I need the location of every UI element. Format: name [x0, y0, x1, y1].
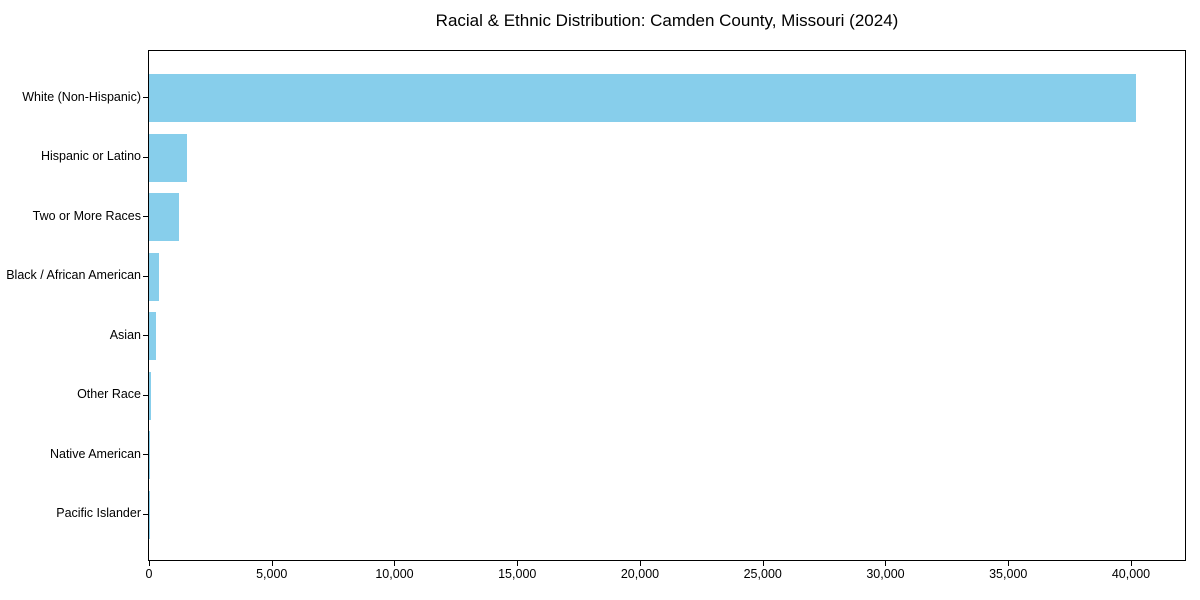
y-tick-other-race	[143, 394, 148, 396]
y-tick-label-native-american: Native American	[49, 446, 141, 461]
x-tick-label-20-000: 20,000	[620, 567, 660, 581]
x-tick-35-000	[1008, 561, 1010, 566]
y-tick-hispanic-or-latino	[143, 156, 148, 158]
x-tick-label-25-000: 25,000	[743, 567, 782, 581]
x-tick-label-0: 0	[145, 567, 153, 581]
y-tick-label-two-or-more-races: Two or More Races	[32, 208, 141, 223]
bar-black-african-american	[149, 252, 160, 301]
bar-white-non-hispanic	[149, 74, 1136, 122]
x-tick-5-000	[271, 561, 273, 566]
plot-area	[148, 50, 1186, 561]
x-tick-30-000	[885, 561, 887, 566]
y-tick-label-black-african-american: Black / African American	[6, 268, 141, 283]
y-tick-label-other-race: Other Race	[77, 387, 141, 402]
y-tick-pacific-islander	[143, 513, 148, 515]
x-tick-label-10-000: 10,000	[375, 567, 414, 581]
x-tick-20-000	[639, 561, 641, 566]
y-tick-native-american	[143, 454, 148, 456]
bar-hispanic-or-latino	[149, 133, 188, 182]
x-tick-label-35-000: 35,000	[989, 567, 1028, 581]
x-tick-label-40-000: 40,000	[1111, 567, 1151, 581]
bar-two-or-more-races	[149, 193, 179, 242]
y-tick-label-asian: Asian	[109, 327, 141, 342]
y-tick-black-african-american	[143, 275, 148, 277]
x-tick-label-30-000: 30,000	[866, 567, 905, 581]
bar-asian	[149, 312, 157, 361]
x-tick-10-000	[394, 561, 396, 566]
y-tick-label-hispanic-or-latino: Hispanic or Latino	[40, 149, 141, 164]
bar-native-american	[149, 431, 150, 480]
y-tick-two-or-more-races	[143, 216, 148, 218]
x-tick-40-000	[1130, 561, 1132, 566]
y-tick-label-white-non-hispanic: White (Non-Hispanic)	[22, 89, 141, 104]
y-tick-white-non-hispanic	[143, 97, 148, 98]
y-tick-label-pacific-islander: Pacific Islander	[56, 506, 141, 521]
x-tick-0	[149, 561, 150, 566]
chart-title: Racial & Ethnic Distribution: Camden Cou…	[435, 11, 899, 30]
y-tick-asian	[143, 335, 148, 337]
x-tick-label-5-000: 5,000	[256, 567, 288, 581]
x-tick-15-000	[517, 561, 519, 566]
x-tick-25-000	[762, 561, 764, 566]
bar-other-race	[149, 371, 151, 420]
x-tick-label-15-000: 15,000	[498, 567, 537, 581]
